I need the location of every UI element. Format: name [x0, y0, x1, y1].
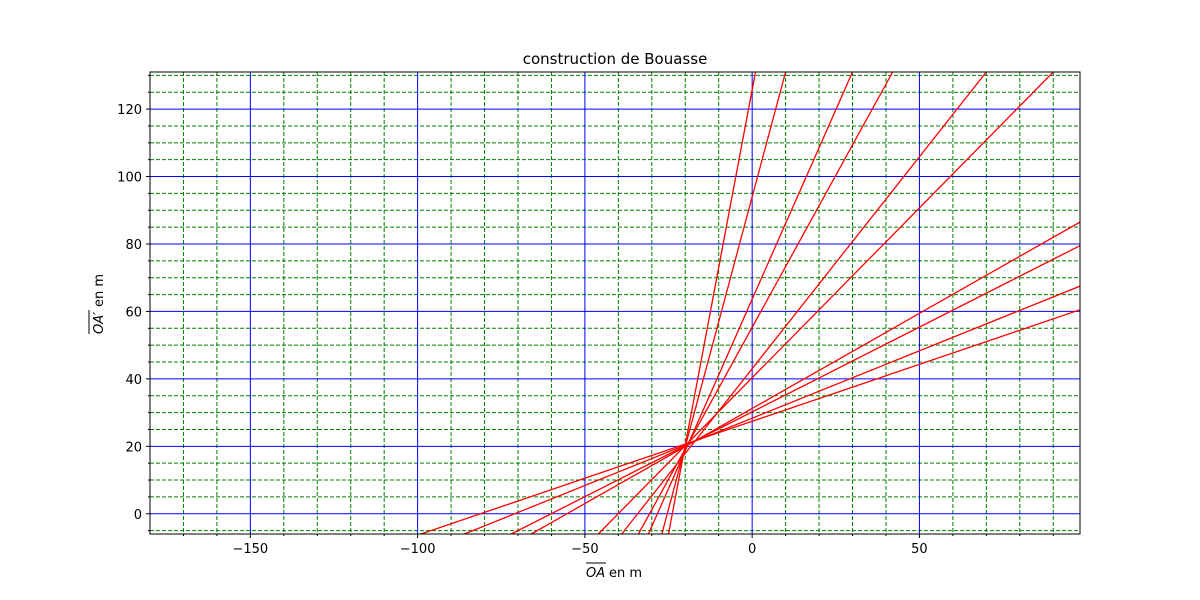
- x-tick-label: −50: [571, 542, 598, 557]
- construction-lines: [420, 72, 1080, 534]
- y-axis-label-unit: en m: [92, 274, 107, 307]
- construction-line-1: [420, 309, 1080, 534]
- y-tick-label: 120: [117, 103, 142, 118]
- construction-line-10: [667, 72, 757, 534]
- x-tick-label: −150: [233, 542, 269, 557]
- y-tick-label: 20: [125, 440, 142, 455]
- y-axis-label: OA′ en m: [88, 274, 107, 334]
- construction-line-7: [637, 72, 894, 534]
- y-axis-ticks: 0 20 40 60 80 100 120: [117, 74, 150, 532]
- y-tick-label: 60: [125, 305, 142, 320]
- construction-line-3: [511, 245, 1080, 534]
- major-grid: [150, 72, 1080, 534]
- y-tick-label: 0: [134, 508, 142, 523]
- construction-line-4: [531, 221, 1080, 534]
- y-tick-label: 100: [117, 171, 142, 186]
- x-tick-label: 50: [911, 542, 928, 557]
- x-axis-label: OA en m: [586, 562, 642, 581]
- x-axis-label-symbol: OA: [586, 566, 605, 581]
- y-tick-label: 40: [125, 373, 142, 388]
- construction-line-2: [464, 285, 1080, 534]
- x-axis-label-unit: en m: [609, 566, 642, 581]
- x-tick-label: −100: [400, 542, 436, 557]
- y-axis-label-symbol: OA′: [92, 312, 107, 334]
- x-axis-ticks: −150 −100 −50 0 50: [182, 534, 1054, 557]
- construction-line-5: [597, 72, 1054, 534]
- y-tick-label: 80: [125, 238, 142, 253]
- x-tick-label: 0: [748, 542, 756, 557]
- plot-frame: [149, 71, 1081, 535]
- chart-title: construction de Bouasse: [523, 50, 708, 68]
